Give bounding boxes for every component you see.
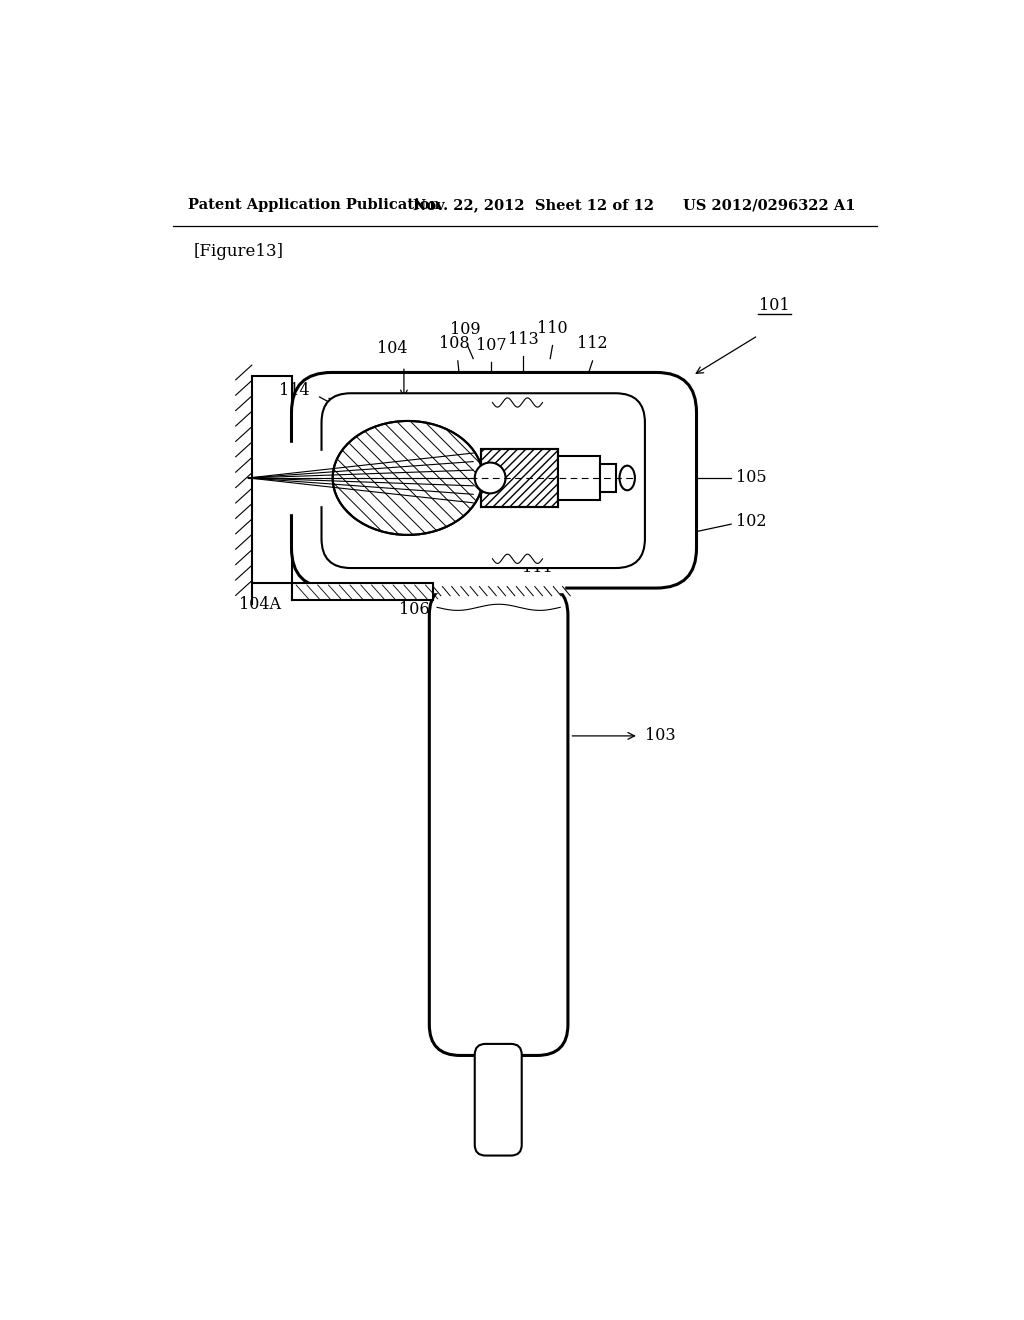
Polygon shape (252, 376, 292, 583)
Polygon shape (481, 449, 558, 507)
Text: 108: 108 (438, 335, 469, 352)
Text: 114: 114 (279, 383, 309, 400)
Text: 101: 101 (759, 297, 790, 314)
Polygon shape (558, 457, 600, 499)
Text: 102: 102 (736, 513, 766, 531)
Circle shape (475, 462, 506, 494)
Text: Patent Application Publication: Patent Application Publication (188, 198, 440, 213)
Text: 105: 105 (736, 470, 766, 487)
Text: 107: 107 (475, 337, 506, 354)
Text: Nov. 22, 2012  Sheet 12 of 12: Nov. 22, 2012 Sheet 12 of 12 (413, 198, 654, 213)
FancyBboxPatch shape (292, 372, 696, 589)
Text: 104A: 104A (239, 595, 281, 612)
Text: 113: 113 (508, 331, 539, 348)
FancyBboxPatch shape (429, 585, 568, 1056)
FancyBboxPatch shape (475, 1044, 521, 1155)
FancyBboxPatch shape (322, 393, 645, 568)
Text: 110: 110 (538, 319, 568, 337)
Text: 112: 112 (578, 335, 608, 352)
Polygon shape (292, 583, 433, 601)
Text: 104: 104 (377, 341, 408, 358)
Polygon shape (600, 465, 615, 492)
Text: 106: 106 (398, 601, 429, 618)
Text: 103: 103 (645, 727, 676, 744)
Ellipse shape (333, 421, 483, 535)
Ellipse shape (620, 466, 635, 490)
Text: US 2012/0296322 A1: US 2012/0296322 A1 (683, 198, 856, 213)
Text: 109: 109 (451, 321, 481, 338)
Text: 111: 111 (522, 558, 553, 576)
Text: [Figure13]: [Figure13] (194, 243, 284, 260)
